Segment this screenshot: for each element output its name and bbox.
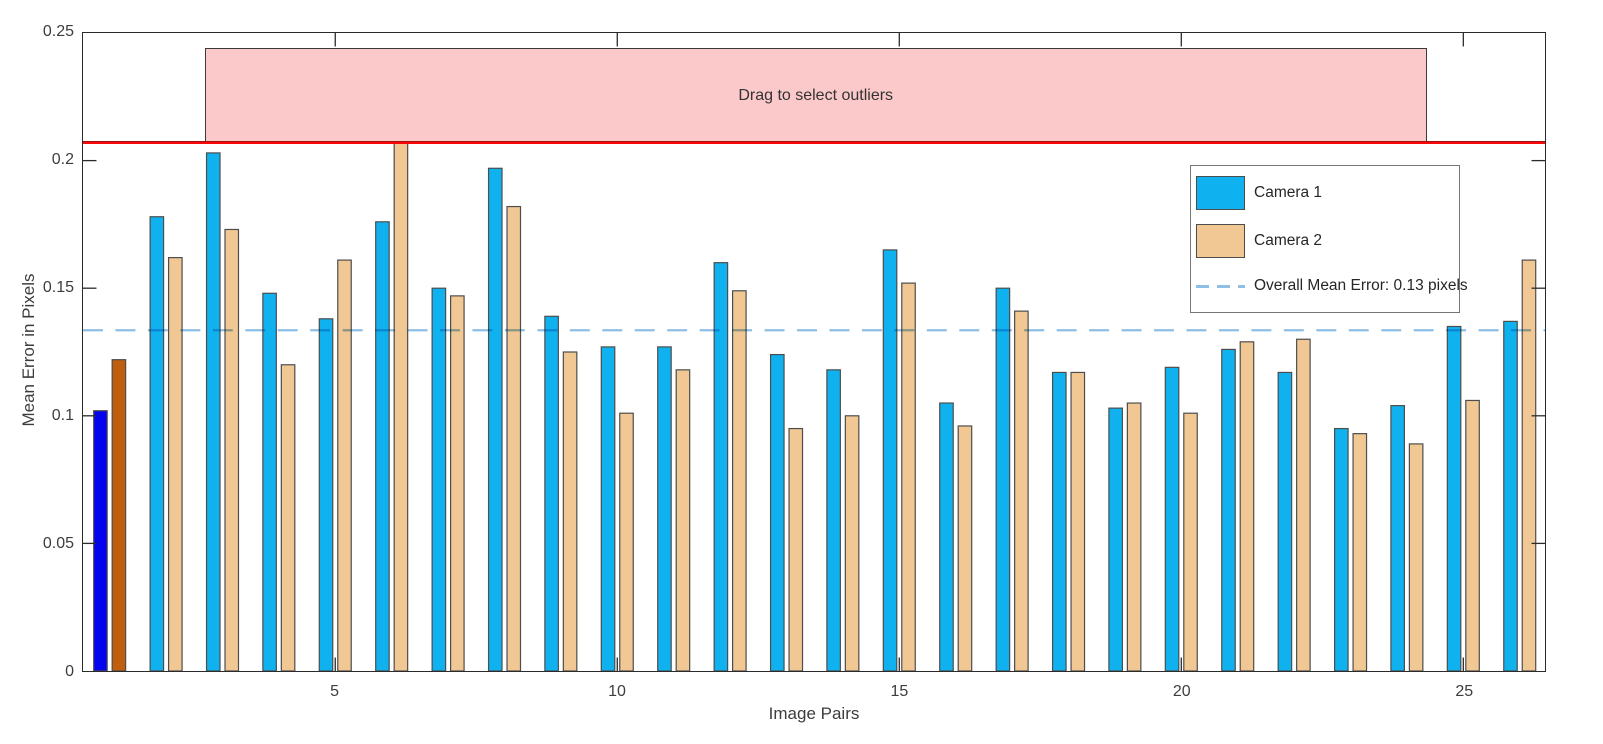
y-tick-label: 0.2: [51, 151, 74, 168]
bar-camera1-pair-2[interactable]: [149, 216, 165, 671]
bar-camera2-pair-10[interactable]: [619, 412, 634, 671]
bar-camera1-pair-4[interactable]: [262, 292, 277, 671]
x-tick-label: 5: [330, 683, 340, 700]
x-tick-label: 10: [608, 683, 626, 700]
bar-camera1-pair-21[interactable]: [1221, 348, 1236, 671]
plot-svg: [83, 33, 1545, 671]
bar-camera1-pair-6[interactable]: [375, 221, 390, 671]
bar-camera2-pair-12[interactable]: [732, 290, 747, 671]
bar-camera2-pair-26[interactable]: [1521, 259, 1537, 671]
bar-camera2-pair-1[interactable]: [111, 359, 127, 671]
bar-camera2-pair-4[interactable]: [280, 364, 296, 671]
bar-camera1-pair-10[interactable]: [600, 346, 616, 671]
y-tick-label: 0.15: [42, 279, 74, 296]
legend-label-camera1: Camera 1: [1254, 184, 1323, 201]
y-tick-label: 0.1: [51, 407, 74, 424]
bar-camera1-pair-23[interactable]: [1333, 427, 1349, 671]
x-axis-label: Image Pairs: [768, 704, 860, 723]
bar-camera1-pair-24[interactable]: [1390, 405, 1405, 671]
bar-camera2-pair-15[interactable]: [901, 282, 916, 671]
bar-camera2-pair-21[interactable]: [1239, 341, 1255, 671]
plot-area[interactable]: Drag to select outliers: [82, 32, 1546, 672]
bar-camera2-pair-24[interactable]: [1408, 443, 1424, 671]
bar-camera1-pair-3[interactable]: [205, 152, 221, 671]
bar-camera1-pair-12[interactable]: [713, 262, 729, 671]
bar-camera2-pair-16[interactable]: [957, 425, 973, 671]
bar-camera2-pair-25[interactable]: [1465, 399, 1480, 671]
bar-camera2-pair-2[interactable]: [167, 256, 183, 671]
bar-camera2-pair-5[interactable]: [337, 259, 352, 671]
bar-camera1-pair-1[interactable]: [93, 410, 108, 671]
bar-camera1-pair-19[interactable]: [1108, 407, 1123, 671]
legend-swatch-camera2: [1196, 224, 1245, 258]
y-tick-label: 0.05: [42, 535, 74, 552]
outlier-drag-region[interactable]: Drag to select outliers: [204, 48, 1427, 144]
bar-camera2-pair-14[interactable]: [844, 415, 860, 671]
bar-camera2-pair-17[interactable]: [1014, 310, 1029, 671]
bar-camera1-pair-13[interactable]: [769, 353, 785, 671]
bar-camera2-pair-7[interactable]: [449, 295, 465, 671]
legend-swatch-camera1: [1196, 176, 1245, 210]
legend-dashed-line-sample: [1196, 285, 1245, 288]
legend[interactable]: Camera 1 Camera 2 Overall Mean Error: 0.…: [1190, 165, 1468, 313]
bar-camera2-pair-9[interactable]: [562, 351, 578, 671]
outlier-drag-region-label: Drag to select outliers: [738, 87, 894, 105]
x-tick-label: 15: [890, 683, 909, 700]
y-tick-label: 0.25: [42, 23, 74, 40]
bar-camera2-pair-3[interactable]: [224, 228, 240, 671]
bar-camera1-pair-7[interactable]: [431, 287, 447, 671]
bar-camera1-pair-14[interactable]: [826, 369, 841, 671]
bar-camera2-pair-6[interactable]: [393, 142, 409, 671]
bar-camera2-pair-20[interactable]: [1183, 412, 1198, 671]
bar-camera1-pair-9[interactable]: [544, 315, 559, 671]
bar-camera1-pair-8[interactable]: [487, 167, 503, 671]
bar-camera2-pair-18[interactable]: [1070, 371, 1086, 671]
y-tick-label: 0: [65, 663, 74, 680]
bar-camera1-pair-11[interactable]: [657, 346, 672, 671]
bar-camera1-pair-22[interactable]: [1277, 371, 1293, 671]
bar-camera1-pair-20[interactable]: [1164, 366, 1180, 671]
bar-camera2-pair-19[interactable]: [1126, 402, 1142, 671]
threshold-line[interactable]: [83, 141, 1545, 145]
bar-camera1-pair-15[interactable]: [882, 249, 898, 671]
bar-camera2-pair-13[interactable]: [788, 427, 804, 671]
bar-camera1-pair-26[interactable]: [1503, 320, 1518, 671]
bar-camera2-pair-23[interactable]: [1352, 433, 1368, 671]
bar-camera1-pair-5[interactable]: [318, 318, 334, 671]
legend-label-camera2: Camera 2: [1254, 232, 1323, 249]
x-tick-label: 25: [1455, 683, 1474, 700]
bar-camera2-pair-11[interactable]: [675, 369, 691, 671]
bar-camera1-pair-18[interactable]: [1051, 371, 1067, 671]
bar-camera1-pair-25[interactable]: [1446, 325, 1462, 671]
bar-camera2-pair-22[interactable]: [1296, 338, 1311, 671]
legend-label-mean-error: Overall Mean Error: 0.13 pixels: [1254, 277, 1468, 294]
bar-camera1-pair-17[interactable]: [995, 287, 1011, 671]
bar-camera1-pair-16[interactable]: [939, 402, 954, 671]
bar-camera2-pair-8[interactable]: [506, 205, 522, 671]
x-tick-label: 20: [1172, 683, 1191, 700]
